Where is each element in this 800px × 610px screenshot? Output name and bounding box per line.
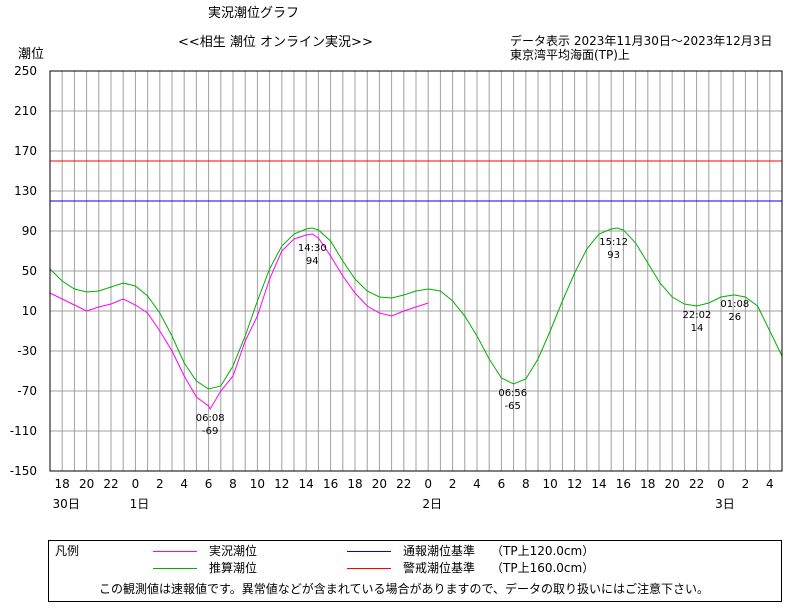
x-tick-label: 0 — [717, 477, 725, 491]
day-label: 2日 — [422, 497, 442, 511]
extrema-annotations: 06:08 -69 14:30 94 06:56 -65 15:12 93 22:02 14 01:… — [196, 237, 749, 437]
grid — [49, 70, 783, 472]
x-tick-label: 14 — [591, 477, 606, 491]
y-tick-label: -30 — [17, 344, 37, 358]
annotation-value: -65 — [505, 401, 521, 412]
plot-frame — [49, 70, 783, 472]
legend-box: 凡例 実況潮位 推算潮位 通報潮位基準 （TP上120.0cm） 警戒潮位基準 … — [48, 540, 782, 602]
legend-warning-label: 警戒潮位基準 — [403, 561, 476, 575]
x-tick-label: 8 — [522, 477, 530, 491]
annotation-time: 15:12 — [599, 237, 628, 248]
series-lines — [49, 227, 783, 411]
annotation-value: 94 — [306, 256, 319, 267]
station-title: <<相生 潮位 オンライン実況>> — [178, 35, 373, 50]
legend-notify-label: 通報潮位基準 — [403, 544, 476, 558]
legend-title: 凡例 — [55, 544, 80, 558]
x-tick-label: 18 — [640, 477, 655, 491]
x-tick-label: 4 — [180, 477, 188, 491]
x-tick-label: 4 — [473, 477, 481, 491]
x-tick-label: 0 — [132, 477, 140, 491]
x-tick-label: 2 — [156, 477, 164, 491]
y-tick-label: -150 — [10, 464, 37, 478]
day-label: 1日 — [130, 497, 150, 511]
x-tick-label: 10 — [543, 477, 558, 491]
x-tick-label: 22 — [396, 477, 411, 491]
x-tick-label: 2 — [449, 477, 457, 491]
legend-predicted-swatch — [153, 568, 197, 569]
day-labels: 30日 1日 2日 3日 — [53, 497, 735, 511]
y-tick-label: -110 — [10, 424, 37, 438]
x-tick-labels: 18 20 22 0 2 4 6 8 10 12 14 16 18 20 22 0 2 4 6 8 10 12 14 16 18… — [55, 477, 774, 491]
legend-observed-swatch — [153, 551, 197, 552]
x-tick-label: 20 — [665, 477, 680, 491]
legend-predicted-label: 推算潮位 — [209, 561, 258, 575]
y-tick-label: -70 — [17, 384, 37, 398]
x-tick-label: 20 — [372, 477, 387, 491]
x-tick-label: 6 — [498, 477, 506, 491]
annotation-time: 22:02 — [683, 310, 712, 321]
x-tick-label: 18 — [347, 477, 362, 491]
y-tick-label: 90 — [22, 224, 37, 238]
chart-title: 実況潮位グラフ — [208, 6, 300, 21]
y-tick-label: 250 — [14, 64, 37, 78]
y-axis-label: 潮位 — [18, 47, 45, 62]
x-tick-label: 16 — [616, 477, 631, 491]
legend-warning-value: （TP上160.0cm） — [491, 561, 595, 575]
x-tick-label: 4 — [766, 477, 774, 491]
legend-warning-swatch — [347, 568, 391, 569]
annotation-value: 93 — [607, 250, 620, 261]
x-tick-label: 16 — [323, 477, 338, 491]
y-tick-label: 10 — [22, 304, 37, 318]
x-tick-label: 20 — [79, 477, 94, 491]
y-tick-labels: 250 210 170 130 90 50 10 -30 -70 -110 -150 — [10, 64, 37, 478]
annotation-time: 06:08 — [196, 413, 225, 424]
x-tick-label: 0 — [424, 477, 432, 491]
x-tick-label: 6 — [205, 477, 213, 491]
reference-lines — [50, 160, 782, 202]
x-tick-label: 14 — [299, 477, 314, 491]
legend-notify-value: （TP上120.0cm） — [491, 544, 595, 558]
annotation-value: 26 — [728, 312, 741, 323]
x-tick-label: 10 — [250, 477, 265, 491]
x-tick-label: 22 — [689, 477, 704, 491]
day-label: 30日 — [53, 497, 80, 511]
day-label: 3日 — [715, 497, 735, 511]
disclaimer-note: この観測値は速報値です。異常値などが含まれている場合がありますので、データの取り… — [99, 582, 709, 596]
display-period: データ表示 2023年11月30日～2023年12月3日 — [510, 34, 773, 48]
annotation-value: 14 — [691, 323, 704, 334]
annotation-time: 06:56 — [498, 388, 527, 399]
y-tick-label: 50 — [22, 264, 37, 278]
annotation-value: -69 — [202, 426, 218, 437]
y-tick-label: 210 — [14, 104, 37, 118]
x-tick-label: 8 — [229, 477, 237, 491]
x-tick-label: 22 — [103, 477, 118, 491]
x-tick-label: 12 — [567, 477, 582, 491]
x-tick-label: 18 — [55, 477, 70, 491]
legend-notify-swatch — [347, 551, 391, 552]
legend-observed-label: 実況潮位 — [209, 544, 258, 558]
y-tick-label: 170 — [14, 144, 37, 158]
datum-label: 東京湾平均海面(TP)上 — [510, 48, 630, 62]
annotation-time: 01:08 — [720, 299, 749, 310]
y-tick-label: 130 — [14, 184, 37, 198]
series-line-predicted — [49, 227, 783, 390]
x-tick-label: 12 — [274, 477, 289, 491]
series-line-observed — [49, 233, 429, 411]
annotation-time: 14:30 — [298, 243, 327, 254]
x-tick-label: 2 — [742, 477, 750, 491]
